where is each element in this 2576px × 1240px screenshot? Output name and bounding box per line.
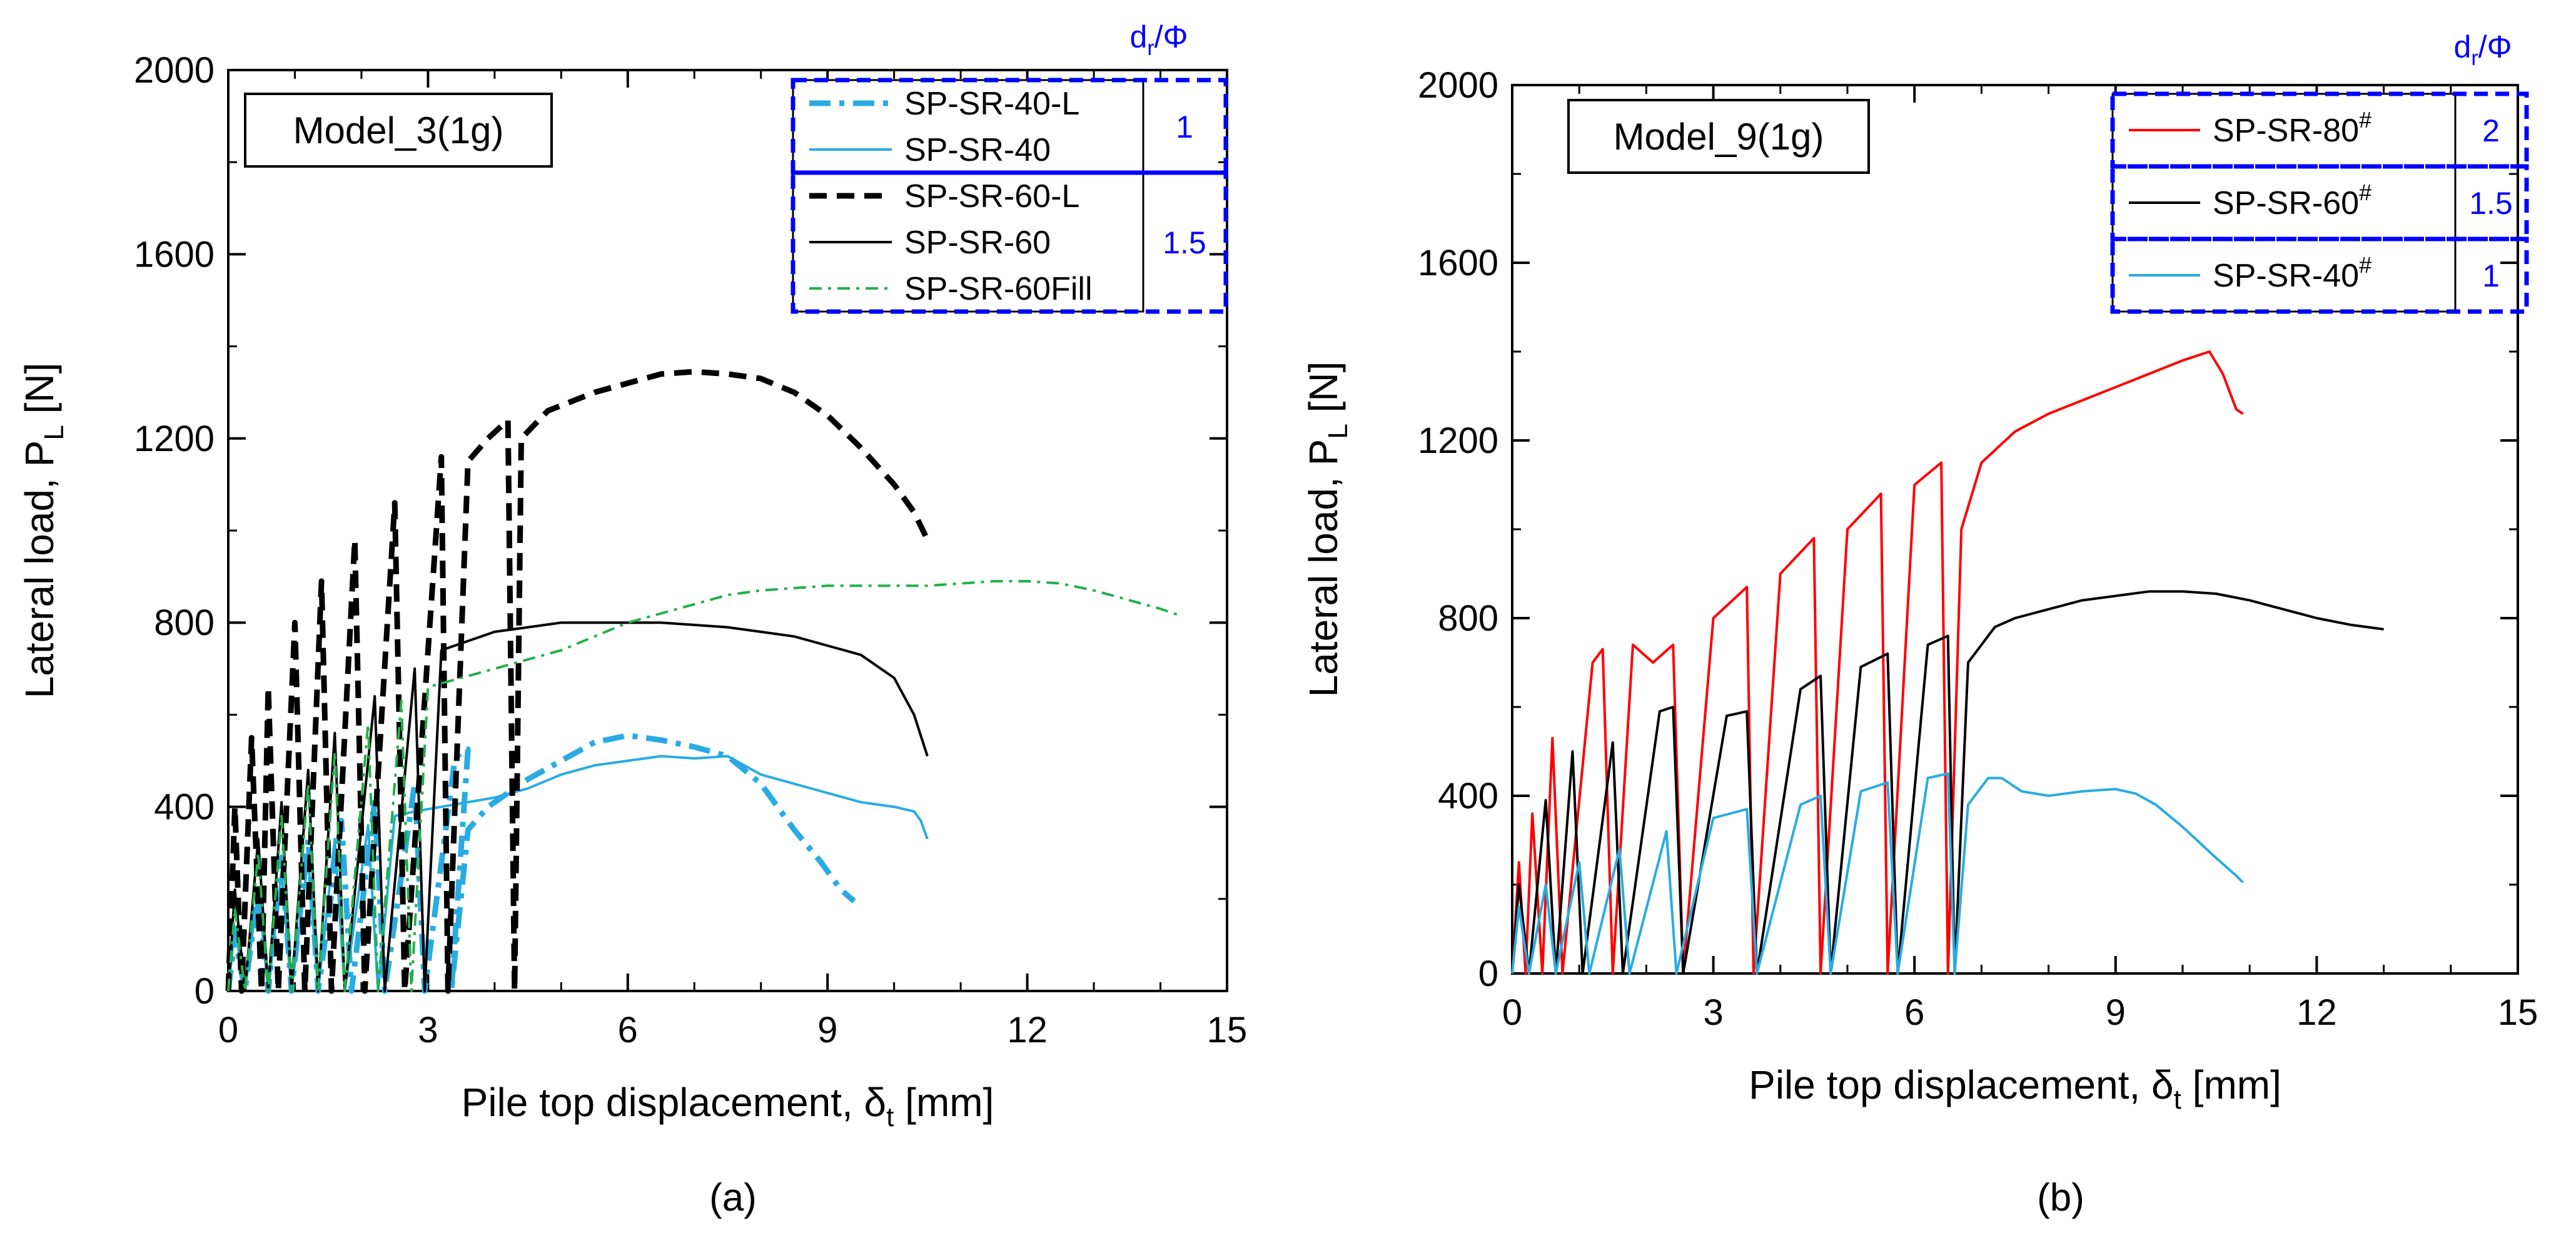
legend-header: dr/Φ bbox=[1130, 19, 1188, 60]
y-tick-label: 1200 bbox=[1418, 420, 1498, 461]
legend-group-frame bbox=[790, 170, 1228, 314]
series-line-sp-sr-60 bbox=[1511, 590, 2384, 975]
legend-group-frame bbox=[2110, 236, 2529, 314]
legend-group-frame bbox=[790, 78, 1228, 175]
y-tick-label: 1200 bbox=[134, 419, 215, 459]
y-tick-label: 0 bbox=[194, 971, 215, 1012]
x-tick-label: 15 bbox=[1207, 1010, 1248, 1050]
y-tick-label: 400 bbox=[1438, 776, 1498, 816]
legend-entry-label: SP-SR-60 bbox=[904, 225, 1051, 261]
legend-entry-label: SP-SR-40-L bbox=[904, 86, 1079, 122]
panel-label: (a) bbox=[709, 1176, 757, 1219]
legend-group-frame bbox=[2110, 164, 2529, 241]
series-line-sp-sr-40 bbox=[227, 755, 929, 992]
x-tick-label: 12 bbox=[1007, 1010, 1048, 1050]
model-label: Model_3(1g) bbox=[293, 109, 504, 151]
y-tick-label: 0 bbox=[1478, 953, 1498, 994]
panel-label: (b) bbox=[2037, 1176, 2084, 1219]
y-tick-label: 1600 bbox=[1418, 243, 1498, 283]
x-tick-label: 6 bbox=[618, 1010, 638, 1050]
legend-entry-label: SP-SR-40# bbox=[2213, 252, 2371, 294]
model-label-box bbox=[244, 93, 553, 168]
x-axis-title: Pile top displacement, δt [mm] bbox=[462, 1080, 994, 1132]
y-tick-label: 400 bbox=[154, 787, 215, 828]
x-tick-label: 9 bbox=[817, 1010, 837, 1050]
series-line-sp-sr-40 bbox=[1511, 772, 2244, 975]
x-tick-label: 3 bbox=[418, 1010, 438, 1050]
x-tick-label: 6 bbox=[1904, 992, 1924, 1033]
legend-entry-label: SP-SR-80# bbox=[2213, 107, 2371, 149]
model-label-box bbox=[1567, 99, 1870, 174]
legend-group-ratio: 1 bbox=[1176, 109, 1193, 145]
x-tick-label: 3 bbox=[1703, 992, 1723, 1033]
x-tick-label: 15 bbox=[2498, 992, 2538, 1033]
legend-entry-label: SP-SR-40 bbox=[904, 132, 1051, 168]
legend-entry-label: SP-SR-60# bbox=[2213, 180, 2371, 221]
legend-group-ratio: 1.5 bbox=[2469, 186, 2513, 221]
legend-entry-label: SP-SR-60-L bbox=[904, 178, 1079, 215]
model-label: Model_9(1g) bbox=[1614, 116, 1824, 158]
x-tick-label: 0 bbox=[218, 1010, 238, 1050]
panel-a-chart: 0 3 6 9 12 15 0 400 800 1200 1600 2000 Pile top disp… bbox=[17, 19, 1247, 1219]
y-tick-label: 800 bbox=[1438, 598, 1498, 639]
y-tick-label: 2000 bbox=[1418, 65, 1498, 106]
legend-group-ratio: 1 bbox=[2482, 258, 2500, 293]
y-tick-label: 1600 bbox=[134, 234, 215, 275]
y-tick-label: 800 bbox=[154, 602, 215, 643]
y-axis-title: Lateral load, PL [N] bbox=[1301, 362, 1353, 698]
y-axis-title: Lateral load, PL [N] bbox=[17, 363, 69, 699]
legend-header: dr/Φ bbox=[2454, 29, 2512, 70]
x-axis-title: Pile top displacement, δt [mm] bbox=[1749, 1062, 2281, 1115]
legend-group-ratio: 2 bbox=[2482, 113, 2500, 148]
legend-group-frame bbox=[2110, 91, 2529, 169]
x-tick-label: 9 bbox=[2106, 992, 2126, 1033]
series-line-sp-sr-60fill bbox=[227, 580, 1181, 992]
series-line-sp-sr-60 bbox=[227, 621, 929, 992]
legend-entry-label: SP-SR-60Fill bbox=[904, 271, 1093, 307]
legend-group-ratio: 1.5 bbox=[1163, 225, 1206, 260]
x-tick-label: 0 bbox=[1502, 992, 1522, 1033]
y-tick-label: 2000 bbox=[134, 50, 215, 91]
x-tick-label: 12 bbox=[2296, 992, 2337, 1033]
